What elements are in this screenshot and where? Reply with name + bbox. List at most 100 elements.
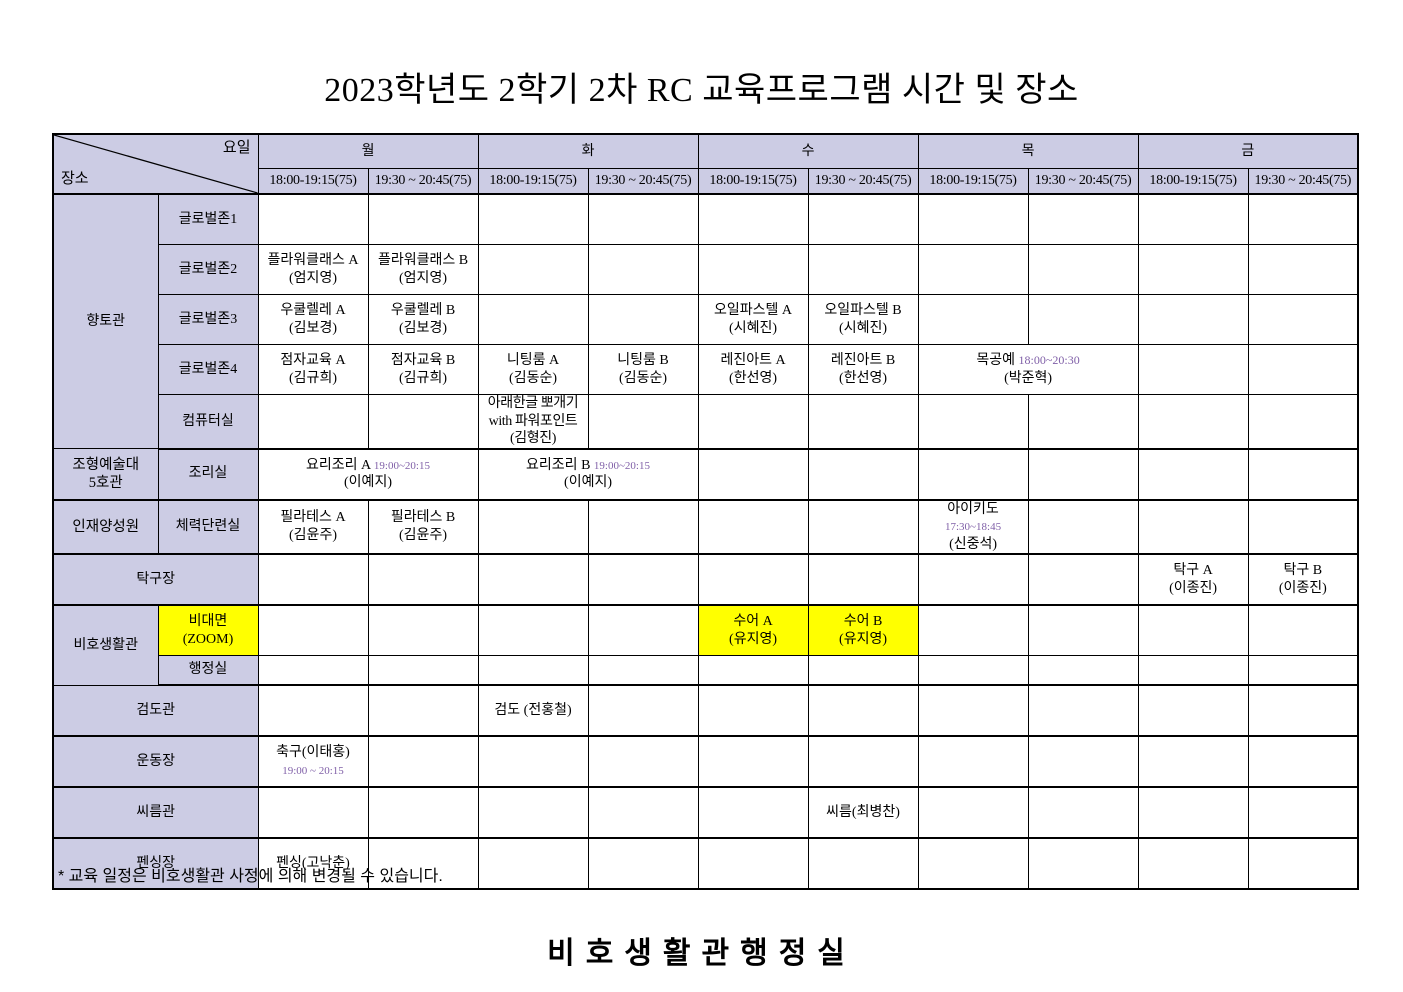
cell-kendo-mon-b <box>367 684 479 737</box>
cell-zoom-mon-a <box>257 604 369 656</box>
cell-cook-thu-b <box>1027 448 1139 501</box>
cell-gz2-thu-a <box>917 244 1029 295</box>
class-teacher: (김규희) <box>399 370 447 386</box>
class-teacher: (유지영) <box>839 631 888 647</box>
cell-adm-tue-b <box>587 655 699 686</box>
class-name: 니팅룸 B <box>617 353 669 368</box>
cell-gz3-mon-b: 우쿨렐레 B (김보경) <box>367 294 479 345</box>
class-name: 요리조리 A <box>306 457 371 473</box>
cell-cook-fri-a <box>1137 448 1249 501</box>
table-row: 조형예술대 5호관 조리실 요리조리 A 19:00~20:15 (이예지) 요… <box>52 448 1360 501</box>
table-row: 씨름관 씨름(최병찬) <box>52 786 1360 839</box>
cell-cook-fri-b <box>1247 448 1360 501</box>
cell-fen-tue-b <box>587 837 699 890</box>
cell-adm-wed-a <box>697 655 809 686</box>
table-row: 탁구장 탁구 A (이종진) 탁구 B (이종진) <box>52 553 1360 606</box>
class-time: 19:00~20:15 <box>593 459 650 472</box>
cell-fit-tue-a <box>477 499 589 555</box>
timeslot-thu-b: 19:30 ~ 20:45(75) <box>1027 168 1139 195</box>
class-time: 19:00~20:15 <box>373 459 430 472</box>
corner-day-label: 요일 <box>222 140 251 156</box>
cell-comp-thu-b <box>1027 394 1139 450</box>
class-name: 필라테스 B <box>390 510 456 526</box>
cell-field-tue-a <box>477 735 589 788</box>
cell-ssi-fri-b <box>1247 786 1360 839</box>
cell-ssi-mon-b <box>367 786 479 839</box>
cell-gz1-fri-b <box>1247 193 1360 245</box>
class-name: 검도 (전홍철) <box>494 702 572 718</box>
cell-tt-tue-b <box>587 553 699 606</box>
cell-gz4-thu-span: 목공예 18:00~20:30 (박준혁) <box>917 344 1139 395</box>
class-line: 목공예 18:00~20:30 <box>919 352 1137 370</box>
timeslot-thu-a: 18:00-19:15(75) <box>917 168 1029 195</box>
cell-zoom-tue-b <box>587 604 699 656</box>
class-teacher: (김동순) <box>619 370 667 386</box>
cell-tt-thu-a <box>917 553 1029 606</box>
cell-ssi-thu-b <box>1027 786 1139 839</box>
class-name: 우쿨렐레 B <box>390 303 456 318</box>
timeslot-fri-a: 18:00-19:15(75) <box>1137 168 1249 195</box>
class-teacher: (한선영) <box>729 370 778 386</box>
cell-gz1-tue-a <box>477 193 589 245</box>
cell-field-thu-b <box>1027 735 1139 788</box>
building-ssireum-hall: 씨름관 <box>52 786 259 839</box>
cell-adm-tue-a <box>477 655 589 686</box>
cell-fit-tue-b <box>587 499 699 555</box>
cell-gz4-mon-a: 점자교육 A (김규희) <box>257 344 369 395</box>
class-teacher: (한선영) <box>839 370 888 386</box>
cell-fen-thu-b <box>1027 837 1139 890</box>
cell-field-fri-b <box>1247 735 1360 788</box>
table-row: 글로벌존2 플라워클래스 A (엄지영) 플라워클래스 B (엄지영) <box>53 244 1360 295</box>
room-fitness: 체력단련실 <box>157 499 259 555</box>
cell-gz4-tue-b: 니팅룸 B (김동순) <box>587 344 699 395</box>
cell-gz1-fri-a <box>1137 193 1249 245</box>
cell-ssi-fri-a <box>1137 786 1249 839</box>
cell-cook-thu-a <box>917 448 1029 501</box>
cell-gz1-mon-b <box>367 193 479 245</box>
room-computer-lab: 컴퓨터실 <box>157 394 259 450</box>
cell-gz3-wed-a: 오일파스텔 A (시혜진) <box>697 294 809 345</box>
cell-comp-fri-b <box>1247 394 1360 450</box>
room-globalzone3: 글로벌존3 <box>157 294 259 345</box>
cell-gz2-tue-a <box>477 244 589 295</box>
cell-adm-mon-a <box>257 655 369 686</box>
cell-gz1-tue-b <box>587 193 699 245</box>
cell-gz3-tue-b <box>587 294 699 345</box>
table-row: 비호생활관 비대면 (ZOOM) 수어 A (유지영) 수어 B (유지영) <box>52 604 1360 686</box>
cell-gz2-wed-b <box>807 244 919 295</box>
class-teacher: (시혜진) <box>839 320 888 336</box>
schedule-table-wrap: 요일 장소 월 화 수 목 금 18:00-19:15(75) 19:30 ~ … <box>52 133 1360 890</box>
cell-gz3-thu-a <box>917 294 1029 345</box>
room-cooking: 조리실 <box>157 448 259 501</box>
timeslot-tue-a: 18:00-19:15(75) <box>477 168 589 195</box>
cell-ssi-tue-a <box>477 786 589 839</box>
timeslot-mon-a: 18:00-19:15(75) <box>257 168 369 195</box>
class-name: 아래한글 뽀개기 <box>487 396 579 411</box>
class-teacher: (김형진) <box>510 431 556 446</box>
day-header-fri: 금 <box>1137 133 1360 169</box>
cell-fit-thu-a: 아이키도 17:30~18:45 (신중석) <box>917 499 1029 555</box>
class-teacher: (이예지) <box>564 475 612 490</box>
cell-gz3-mon-a: 우쿨렐레 A (김보경) <box>257 294 369 345</box>
class-time: 19:00 ~ 20:15 <box>282 764 344 777</box>
cell-tt-fri-b: 탁구 B (이종진) <box>1247 553 1360 606</box>
building-line2: 5호관 <box>88 474 123 491</box>
cell-gz3-thu-b <box>1027 294 1139 345</box>
class-name: 우쿨렐레 A <box>280 303 346 318</box>
day-header-wed: 수 <box>697 133 919 169</box>
cell-gz4-fri-a <box>1137 344 1249 395</box>
cell-cook-wed-b <box>807 448 919 501</box>
class-teacher: (유지영) <box>729 631 778 647</box>
class-name: 축구(이태홍) <box>276 745 350 760</box>
class-line: 요리조리 A 19:00~20:15 <box>259 457 477 475</box>
cell-kendo-thu-a <box>917 684 1029 737</box>
building-line1: 조형예술대 <box>72 456 140 473</box>
cell-gz1-thu-b <box>1027 193 1139 245</box>
cell-gz2-mon-b: 플라워클래스 B (엄지영) <box>367 244 479 295</box>
building-biho-dorm: 비호생활관 <box>52 604 159 686</box>
cell-cook-tue-span: 요리조리 B 19:00~20:15 (이예지) <box>477 448 699 501</box>
table-row: 글로벌존3 우쿨렐레 A (김보경) 우쿨렐레 B (김보경) 오일파스텔 A … <box>53 294 1360 345</box>
cell-comp-thu-a <box>917 394 1029 450</box>
room-globalzone1: 글로벌존1 <box>157 193 259 245</box>
cell-comp-tue-a: 아래한글 뽀개기 with 파워포인트 (김형진) <box>477 394 589 450</box>
